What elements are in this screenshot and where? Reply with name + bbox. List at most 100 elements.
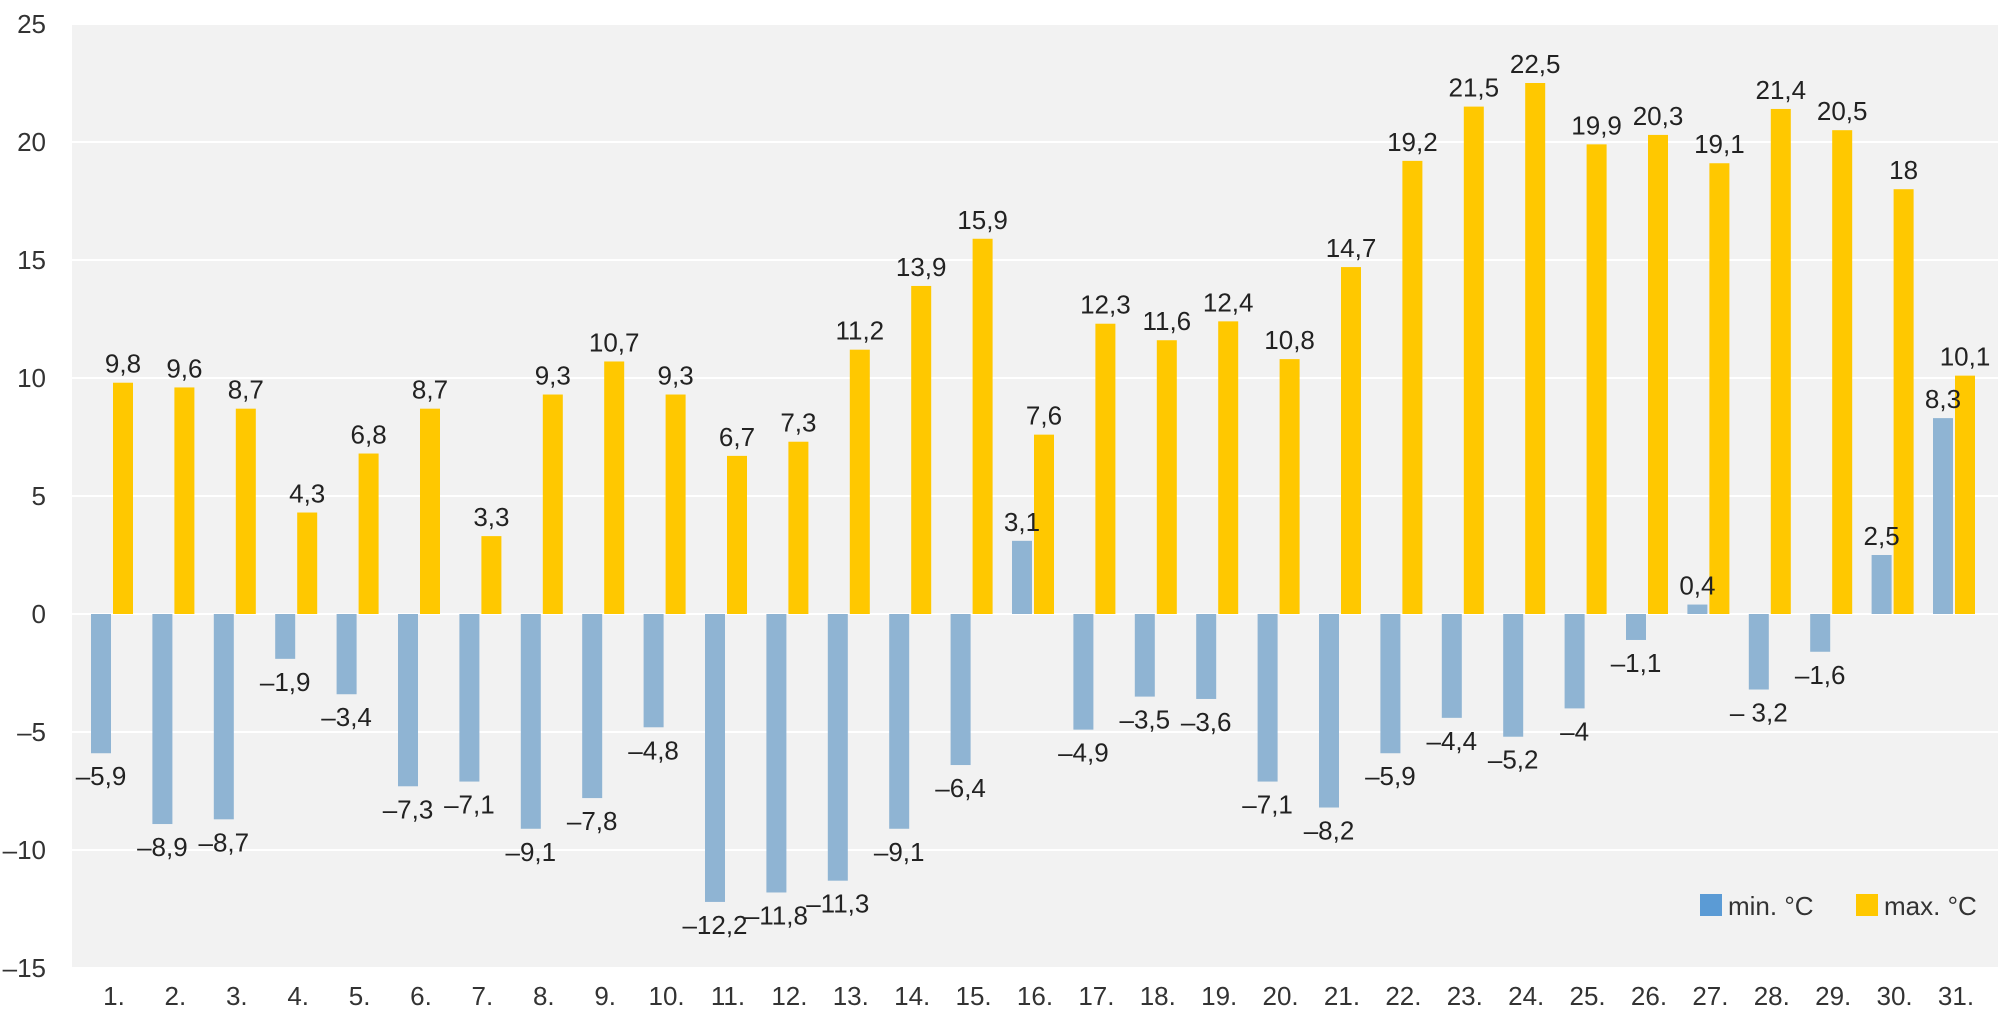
data-label-max-23: 21,5	[1448, 73, 1499, 103]
data-label-max-21: 14,7	[1326, 233, 1377, 263]
bar-min-3	[213, 614, 234, 820]
data-label-min-21: –8,2	[1304, 816, 1355, 846]
data-label-max-22: 19,2	[1387, 127, 1438, 157]
x-tick-label: 9.	[594, 981, 616, 1011]
bar-min-17	[1073, 614, 1094, 730]
bar-max-1	[113, 382, 133, 614]
bar-min-20	[1257, 614, 1278, 782]
data-label-min-19: –3,6	[1181, 707, 1232, 737]
bar-min-31	[1933, 418, 1953, 614]
data-label-min-22: –5,9	[1365, 761, 1416, 791]
x-tick-label: 26.	[1631, 981, 1667, 1011]
bar-max-7	[481, 536, 502, 614]
x-tick-label: 6.	[410, 981, 432, 1011]
data-label-max-5: 6,8	[351, 420, 387, 450]
bar-max-13	[849, 349, 870, 614]
y-tick-label: 0	[32, 599, 46, 629]
x-tick-label: 20.	[1263, 981, 1299, 1011]
data-label-min-13: –11,3	[806, 889, 869, 919]
data-label-max-15: 15,9	[957, 205, 1008, 235]
x-tick-label: 11.	[711, 981, 745, 1011]
data-label-max-2: 9,6	[166, 353, 202, 383]
data-label-max-6: 8,7	[412, 375, 448, 405]
legend: min. °C max. °C	[1700, 891, 1977, 921]
data-label-max-7: 3,3	[473, 502, 509, 532]
data-labels: –5,9 9,8 –8,9 9,6 –8,7 8,7 –1,9 4,3 –3,4 6,8 –7,3 8…	[76, 49, 1991, 940]
y-tick-label: 5	[32, 481, 46, 511]
x-tick-label: 3.	[226, 981, 248, 1011]
data-label-max-19: 12,4	[1203, 287, 1254, 317]
bar-max-31	[1955, 375, 1975, 614]
bar-max-23	[1463, 106, 1484, 614]
bar-max-8	[542, 394, 563, 614]
x-tick-label: 10.	[649, 981, 685, 1011]
x-tick-label: 5.	[349, 981, 371, 1011]
x-tick-label: 28.	[1754, 981, 1790, 1011]
bar-min-15	[950, 614, 971, 766]
data-label-max-11: 6,7	[719, 422, 755, 452]
data-label-min-12: –11,8	[745, 900, 808, 930]
bar-max-19	[1218, 321, 1239, 614]
data-label-min-24: –5,2	[1488, 745, 1539, 775]
bar-min-5	[336, 614, 357, 695]
bar-max-4	[297, 512, 318, 614]
bar-min-25	[1564, 614, 1585, 709]
data-label-min-20: –7,1	[1242, 790, 1293, 820]
bar-min-13	[827, 614, 848, 881]
bar-min-4	[275, 614, 296, 659]
data-label-max-1: 9,8	[105, 349, 141, 379]
y-tick-label: 20	[17, 127, 46, 157]
data-label-min-15: –6,4	[935, 773, 986, 803]
bar-min-22	[1380, 614, 1401, 754]
bar-max-26	[1648, 134, 1668, 615]
data-label-min-31: 8,3	[1925, 384, 1961, 414]
y-tick-label: –5	[17, 717, 46, 747]
data-label-min-5: –3,4	[321, 702, 372, 732]
data-label-max-17: 12,3	[1080, 290, 1131, 320]
bar-max-6	[420, 408, 440, 614]
x-tick-label: 12.	[771, 981, 807, 1011]
bar-min-29	[1810, 614, 1831, 652]
bar-max-17	[1095, 323, 1116, 614]
data-label-max-8: 9,3	[535, 361, 571, 391]
bar-max-11	[727, 455, 747, 614]
data-label-max-16: 7,6	[1026, 401, 1062, 431]
data-label-min-17: –4,9	[1058, 738, 1109, 768]
y-tick-label: 10	[17, 363, 46, 393]
data-label-max-14: 13,9	[896, 252, 947, 282]
data-label-min-16: 3,1	[1004, 507, 1040, 537]
bar-max-29	[1832, 130, 1853, 614]
bar-min-8	[520, 614, 541, 829]
x-tick-label: 16.	[1017, 981, 1053, 1011]
data-label-min-8: –9,1	[505, 837, 556, 867]
y-tick-label: 25	[17, 9, 46, 39]
bar-min-10	[643, 614, 664, 728]
x-tick-label: 7.	[472, 981, 494, 1011]
data-label-min-7: –7,1	[444, 790, 495, 820]
x-tick-label: 30.	[1877, 981, 1913, 1011]
bar-min-27	[1687, 604, 1708, 614]
bar-max-15	[972, 238, 993, 614]
data-label-max-13: 11,2	[835, 316, 884, 346]
data-label-max-25: 19,9	[1571, 110, 1622, 140]
bar-min-14	[889, 614, 910, 829]
x-tick-label: 14.	[894, 981, 930, 1011]
bar-min-19	[1196, 614, 1217, 699]
legend-label-min: min. °C	[1728, 891, 1814, 921]
data-label-max-28: 21,4	[1755, 75, 1806, 105]
y-tick-label: –15	[3, 953, 46, 983]
x-tick-label: 27.	[1692, 981, 1728, 1011]
bar-min-28	[1748, 614, 1769, 690]
bar-min-24	[1503, 614, 1524, 737]
bar-min-6	[398, 614, 418, 787]
data-label-max-9: 10,7	[589, 327, 640, 357]
data-label-min-27: 0,4	[1679, 571, 1715, 601]
x-tick-label: 4.	[287, 981, 309, 1011]
y-tick-label: 15	[17, 245, 46, 275]
x-tick-label: 1.	[103, 981, 125, 1011]
data-label-min-29: –1,6	[1795, 660, 1846, 690]
bar-min-18	[1134, 614, 1155, 697]
bar-max-30	[1893, 189, 1914, 614]
data-label-min-4: –1,9	[260, 667, 311, 697]
